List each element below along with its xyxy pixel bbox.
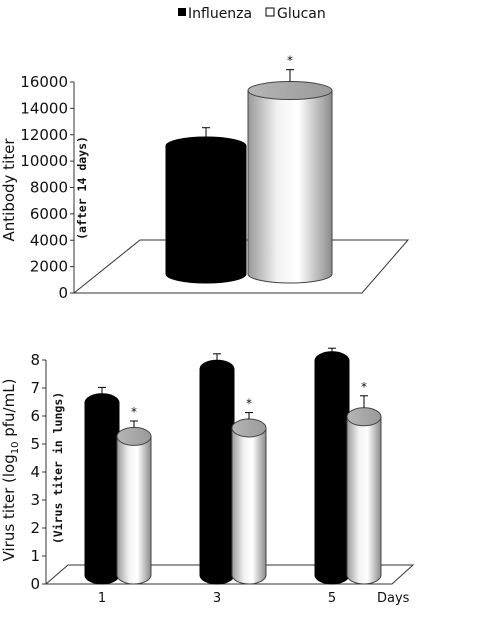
chart-virus-titer: 0 1 2 3 4 5 6 7 8 * * * 1 3 5 Days Virus titer (log1… bbox=[0, 347, 415, 606]
chart1-bar-influenza-body bbox=[165, 145, 247, 284]
chart2-bar-influenza-3-body bbox=[199, 368, 235, 585]
legend-swatch-glucan bbox=[265, 7, 275, 17]
chart2-bar-influenza-5-top bbox=[314, 351, 350, 371]
y-tick-label: 2 bbox=[30, 519, 40, 537]
y-tick-label: 0 bbox=[30, 575, 40, 593]
y-tick-label: 8 bbox=[30, 351, 40, 369]
y-tick-label: 0 bbox=[58, 284, 68, 302]
chart1-floor bbox=[72, 239, 410, 294]
y-tick-label: 8000 bbox=[30, 179, 68, 197]
y-tick-label: 5 bbox=[30, 435, 40, 453]
chart1-bar-glucan-body bbox=[247, 90, 333, 284]
chart2-bar-glucan-5-error-bar bbox=[360, 395, 368, 408]
chart2-x-ticks: 1 3 5 bbox=[98, 591, 336, 606]
chart2-bar-glucan-5-significance: * bbox=[361, 380, 367, 394]
chart2-bars: * * * bbox=[84, 347, 382, 585]
chart1-bar-glucan: * bbox=[247, 54, 333, 284]
y-tick-label: 7 bbox=[30, 379, 40, 397]
chart2-bar-influenza-1-error-bar bbox=[98, 386, 106, 394]
y-tick-label: 6 bbox=[30, 407, 40, 425]
chart2-bar-influenza-3-top bbox=[199, 359, 235, 379]
legend-label-influenza: Influenza bbox=[188, 6, 252, 22]
y-tick-label: 10000 bbox=[20, 152, 68, 170]
y-tick-label: 2000 bbox=[30, 258, 68, 276]
x-tick-label: 3 bbox=[213, 591, 221, 606]
x-tick-label: 1 bbox=[98, 591, 106, 606]
chart1-bar-glucan-significance: * bbox=[287, 54, 293, 68]
chart2-annotation: (Virus titer in lungs) bbox=[51, 392, 65, 544]
chart2-bar-influenza-1-top bbox=[84, 393, 120, 413]
y-tick-label: 4000 bbox=[30, 231, 68, 249]
chart2-bar-influenza-3 bbox=[199, 353, 235, 585]
chart2-bar-glucan-5-top bbox=[346, 407, 382, 427]
chart1-bar-influenza-top bbox=[165, 136, 247, 156]
chart2-x-axis-label: Days bbox=[377, 591, 410, 606]
chart2-bar-influenza-1-body bbox=[84, 402, 120, 585]
legend-label-glucan: Glucan bbox=[277, 6, 326, 22]
chart1-annotation: (after 14 days) bbox=[75, 136, 89, 240]
chart2-bar-influenza-3-error-bar bbox=[213, 353, 221, 361]
chart2-bar-influenza-1 bbox=[84, 386, 120, 585]
chart2-bar-glucan-5: * bbox=[346, 380, 382, 585]
chart2-bar-glucan-1-significance: * bbox=[131, 405, 137, 419]
y-tick-label: 4 bbox=[30, 463, 40, 481]
legend-swatch-influenza bbox=[178, 8, 186, 16]
y-tick-label: 14000 bbox=[20, 99, 68, 117]
chart1-y-ticks: 0 2000 4000 6000 8000 10000 12000 14000 16000 bbox=[20, 73, 74, 302]
chart1-y-axis-label: Antibody titer bbox=[0, 138, 18, 242]
chart1-bar-glucan-error-bar bbox=[286, 69, 294, 82]
chart2-bar-glucan-3: * bbox=[231, 397, 267, 585]
y-tick-label: 12000 bbox=[20, 126, 68, 144]
chart1-bar-influenza bbox=[165, 127, 247, 284]
chart2-bar-glucan-1-body bbox=[116, 435, 152, 585]
chart2-bar-influenza-5-body bbox=[314, 360, 350, 585]
chart2-bar-glucan-3-error-bar bbox=[245, 412, 253, 419]
x-tick-label: 5 bbox=[328, 591, 336, 606]
y-tick-label: 3 bbox=[30, 491, 40, 509]
chart1-bars: * bbox=[165, 54, 333, 284]
chart2-bar-influenza-5 bbox=[314, 347, 350, 585]
chart2-y-axis-label: Virus titer (log10 pfu/mL) bbox=[0, 379, 21, 562]
chart1-bar-influenza-error-bar bbox=[202, 127, 210, 137]
y-tick-label: 16000 bbox=[20, 73, 68, 91]
chart1-bar-glucan-top bbox=[247, 81, 333, 101]
chart2-bar-glucan-3-body bbox=[231, 427, 267, 585]
chart2-bar-glucan-1-top bbox=[116, 426, 152, 446]
chart2-floor bbox=[44, 564, 415, 585]
chart2-bar-glucan-1-error-bar bbox=[130, 420, 138, 428]
legend: Influenza Glucan bbox=[178, 6, 326, 22]
chart2-bar-influenza-5-error-bar bbox=[328, 347, 336, 352]
chart2-bar-glucan-3-significance: * bbox=[246, 397, 252, 411]
chart2-y-ticks: 0 1 2 3 4 5 6 7 8 bbox=[30, 351, 46, 593]
chart2-bar-glucan-3-top bbox=[231, 418, 267, 438]
y-tick-label: 1 bbox=[30, 547, 40, 565]
y-tick-label: 6000 bbox=[30, 205, 68, 223]
chart2-bar-glucan-5-body bbox=[346, 416, 382, 585]
chart2-bar-glucan-1: * bbox=[116, 405, 152, 585]
